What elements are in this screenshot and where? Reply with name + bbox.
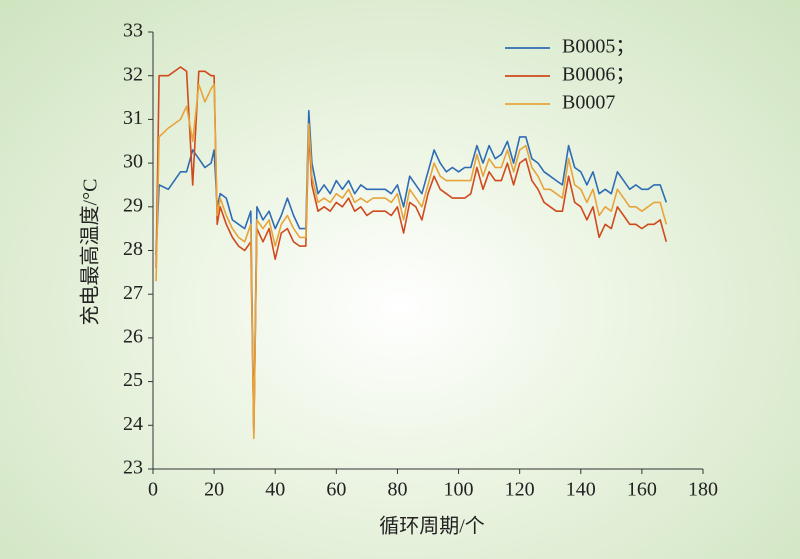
y-tick-label: 32	[123, 63, 143, 85]
y-tick-label: 28	[123, 238, 143, 260]
series-line	[155, 66, 668, 435]
x-tick-label: 0	[148, 479, 158, 501]
series-line	[155, 109, 668, 431]
y-tick-label: 27	[123, 282, 143, 304]
y-tick-label: 23	[123, 457, 143, 479]
legend-label: B0005；	[562, 36, 635, 58]
y-tick-label: 25	[123, 369, 143, 391]
x-tick-label: 20	[204, 479, 224, 501]
y-tick-label: 30	[123, 151, 143, 173]
y-tick-label: 26	[123, 325, 143, 347]
y-tick-label: 31	[123, 107, 143, 129]
x-tick-label: 60	[326, 479, 346, 501]
x-tick-label: 80	[387, 479, 407, 501]
x-axis-title: 循环周期/个	[379, 515, 485, 538]
x-tick-label: 140	[566, 479, 596, 501]
x-tick-label: 120	[505, 479, 535, 501]
x-tick-label: 180	[688, 479, 718, 501]
series-line	[155, 83, 668, 440]
x-tick-label: 160	[627, 479, 657, 501]
legend-label: B0007	[562, 92, 615, 114]
x-tick-label: 40	[265, 479, 285, 501]
legend-label: B0006；	[562, 64, 635, 86]
x-tick-label: 100	[444, 479, 474, 501]
y-tick-label: 29	[123, 194, 143, 216]
y-axis-title: 充电最高温度/°C	[79, 179, 102, 326]
y-tick-label: 24	[123, 413, 143, 435]
y-tick-label: 33	[123, 20, 143, 42]
